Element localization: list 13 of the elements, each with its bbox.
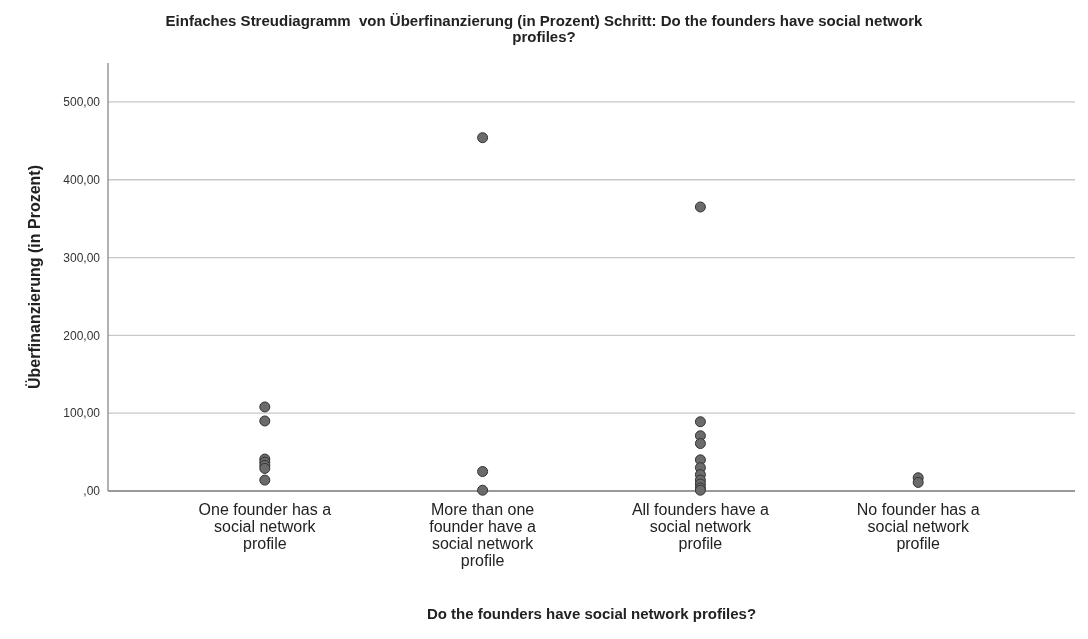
y-tick-label: 300,00 [63,250,101,265]
x-tick-label: No founder has a social network profile [856,501,980,552]
chart-title: Einfaches Streudiagramm von Überfinanzierung (in Prozent) Schritt: Do the founders have social network profiles? [165,12,924,45]
x-tick-label: More than one founder have a social network profile [429,501,537,569]
y-tick-label: 100,00 [63,406,101,421]
y-axis-title: Überfinanzierung (in Prozent) [25,165,43,389]
y-tick-label: 200,00 [63,328,101,343]
y-tick-label: 500,00 [63,95,101,110]
x-axis-title: Do the founders have social network profiles? [426,605,757,622]
x-tick-label: One founder has a social network profile [198,501,332,552]
y-tick-label: 400,00 [63,172,101,187]
x-tick-label: All founders have a social network profile [631,501,769,552]
y-tick-label: ,00 [83,484,101,499]
